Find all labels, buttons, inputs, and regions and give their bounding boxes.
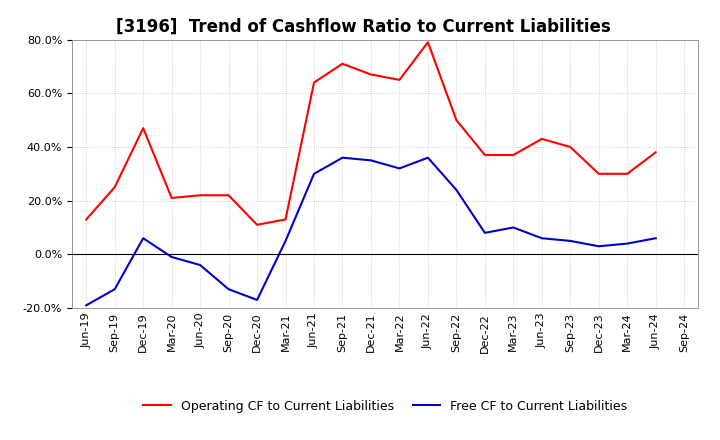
Operating CF to Current Liabilities [566,144,575,150]
Free CF to Current Liabilities [452,187,461,193]
Operating CF to Current Liabilities [366,72,375,77]
Free CF to Current Liabilities [82,303,91,308]
Free CF to Current Liabilities [139,235,148,241]
Operating CF to Current Liabilities [310,80,318,85]
Legend: Operating CF to Current Liabilities, Free CF to Current Liabilities: Operating CF to Current Liabilities, Fre… [138,395,632,418]
Operating CF to Current Liabilities [282,217,290,222]
Operating CF to Current Liabilities [623,171,631,176]
Free CF to Current Liabilities [338,155,347,160]
Line: Operating CF to Current Liabilities: Operating CF to Current Liabilities [86,42,656,225]
Operating CF to Current Liabilities [196,193,204,198]
Free CF to Current Liabilities [167,254,176,260]
Free CF to Current Liabilities [395,166,404,171]
Operating CF to Current Liabilities [395,77,404,82]
Free CF to Current Liabilities [595,244,603,249]
Operating CF to Current Liabilities [480,152,489,158]
Free CF to Current Liabilities [566,238,575,244]
Free CF to Current Liabilities [196,262,204,268]
Free CF to Current Liabilities [282,238,290,244]
Free CF to Current Liabilities [310,171,318,176]
Operating CF to Current Liabilities [509,152,518,158]
Operating CF to Current Liabilities [452,117,461,123]
Free CF to Current Liabilities [652,235,660,241]
Free CF to Current Liabilities [480,230,489,235]
Operating CF to Current Liabilities [537,136,546,142]
Free CF to Current Liabilities [537,235,546,241]
Operating CF to Current Liabilities [595,171,603,176]
Free CF to Current Liabilities [225,286,233,292]
Free CF to Current Liabilities [366,158,375,163]
Free CF to Current Liabilities [509,225,518,230]
Text: [3196]  Trend of Cashflow Ratio to Current Liabilities: [3196] Trend of Cashflow Ratio to Curren… [116,17,611,35]
Free CF to Current Liabilities [110,286,119,292]
Free CF to Current Liabilities [423,155,432,160]
Free CF to Current Liabilities [253,297,261,303]
Line: Free CF to Current Liabilities: Free CF to Current Liabilities [86,158,656,305]
Operating CF to Current Liabilities [225,193,233,198]
Operating CF to Current Liabilities [652,150,660,155]
Operating CF to Current Liabilities [139,125,148,131]
Operating CF to Current Liabilities [110,185,119,190]
Operating CF to Current Liabilities [338,61,347,66]
Operating CF to Current Liabilities [423,40,432,45]
Operating CF to Current Liabilities [253,222,261,227]
Operating CF to Current Liabilities [167,195,176,201]
Free CF to Current Liabilities [623,241,631,246]
Operating CF to Current Liabilities [82,217,91,222]
